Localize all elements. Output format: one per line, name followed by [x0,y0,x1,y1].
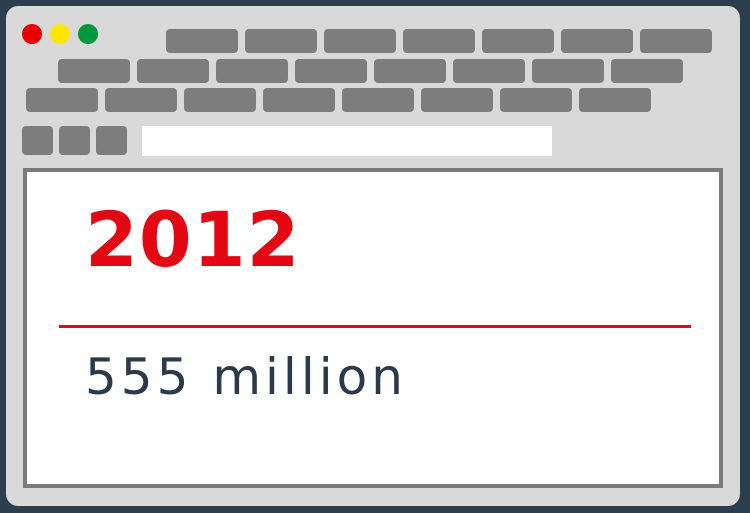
year-heading: 2012 [85,195,301,284]
maximize-window-button[interactable] [78,24,98,44]
browser-tab[interactable] [216,59,288,83]
browser-tab[interactable] [263,88,335,112]
forward-button[interactable] [59,126,90,155]
minimize-window-button[interactable] [50,24,70,44]
browser-tab[interactable] [295,59,367,83]
browser-tab[interactable] [421,88,493,112]
tab-bar-row-1 [166,29,712,53]
back-button[interactable] [22,126,53,155]
browser-tab[interactable] [403,29,475,53]
statistic-value: 555 million [85,348,407,406]
browser-tab[interactable] [324,29,396,53]
address-bar-input[interactable] [142,126,552,156]
browser-tab[interactable] [374,59,446,83]
browser-tab[interactable] [58,59,130,83]
close-window-button[interactable] [22,24,42,44]
browser-tab[interactable] [105,88,177,112]
browser-tab[interactable] [137,59,209,83]
browser-tab[interactable] [611,59,683,83]
browser-tab[interactable] [640,29,712,53]
browser-window: 2012 555 million [6,6,740,506]
browser-tab[interactable] [453,59,525,83]
browser-tab[interactable] [482,29,554,53]
page-content: 2012 555 million [23,168,723,488]
browser-tab[interactable] [561,29,633,53]
browser-tab[interactable] [579,88,651,112]
divider-line [59,325,691,328]
browser-tab[interactable] [342,88,414,112]
reload-button[interactable] [96,126,127,155]
browser-tab[interactable] [166,29,238,53]
navigation-buttons [22,126,127,155]
browser-tab[interactable] [26,88,98,112]
browser-tab[interactable] [245,29,317,53]
browser-tab[interactable] [184,88,256,112]
browser-tab[interactable] [500,88,572,112]
tab-bar-row-3 [26,88,651,112]
tab-bar-row-2 [58,59,683,83]
browser-tab[interactable] [532,59,604,83]
